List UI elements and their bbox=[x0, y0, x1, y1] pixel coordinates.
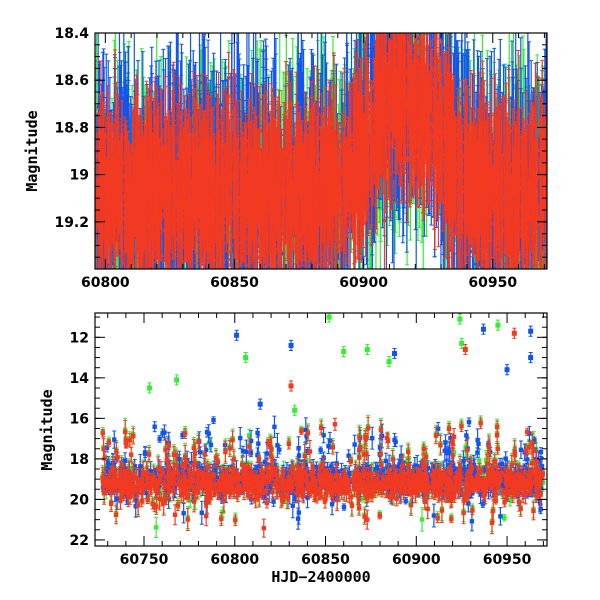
data-point-green bbox=[153, 516, 159, 539]
data-point-blue bbox=[466, 417, 472, 427]
bottom-panel-data bbox=[100, 313, 546, 539]
top-panel: 60800 60850 60900 60950 18.4 18.6 18.8 19 19.2 M… bbox=[23, 26, 548, 291]
data-point-blue bbox=[238, 427, 243, 450]
y-tick-label: 19.2 bbox=[54, 215, 89, 231]
data-point-blue bbox=[272, 415, 277, 439]
y-tick-label: 18.6 bbox=[54, 73, 89, 89]
data-point-blue bbox=[211, 416, 216, 425]
data-point-blue bbox=[352, 434, 357, 455]
y-tick-label: 19 bbox=[70, 168, 89, 184]
data-point-blue bbox=[199, 500, 204, 525]
x-tick-label: 60800 bbox=[81, 275, 130, 291]
top-y-axis-label: Magnitude bbox=[23, 110, 41, 191]
x-tick-label: 60950 bbox=[468, 275, 517, 291]
data-point-green bbox=[419, 507, 425, 532]
y-tick-label: 18.4 bbox=[54, 26, 89, 42]
x-tick-label: 60850 bbox=[210, 275, 259, 291]
data-point-blue bbox=[341, 503, 347, 511]
x-tick-label: 60900 bbox=[339, 275, 388, 291]
data-point-green bbox=[502, 514, 507, 522]
data-point-blue bbox=[370, 426, 375, 450]
top-panel-data bbox=[95, 33, 547, 269]
data-point-blue bbox=[255, 427, 260, 438]
y-tick-label: 18.8 bbox=[54, 120, 89, 136]
data-point-blue bbox=[181, 502, 186, 524]
